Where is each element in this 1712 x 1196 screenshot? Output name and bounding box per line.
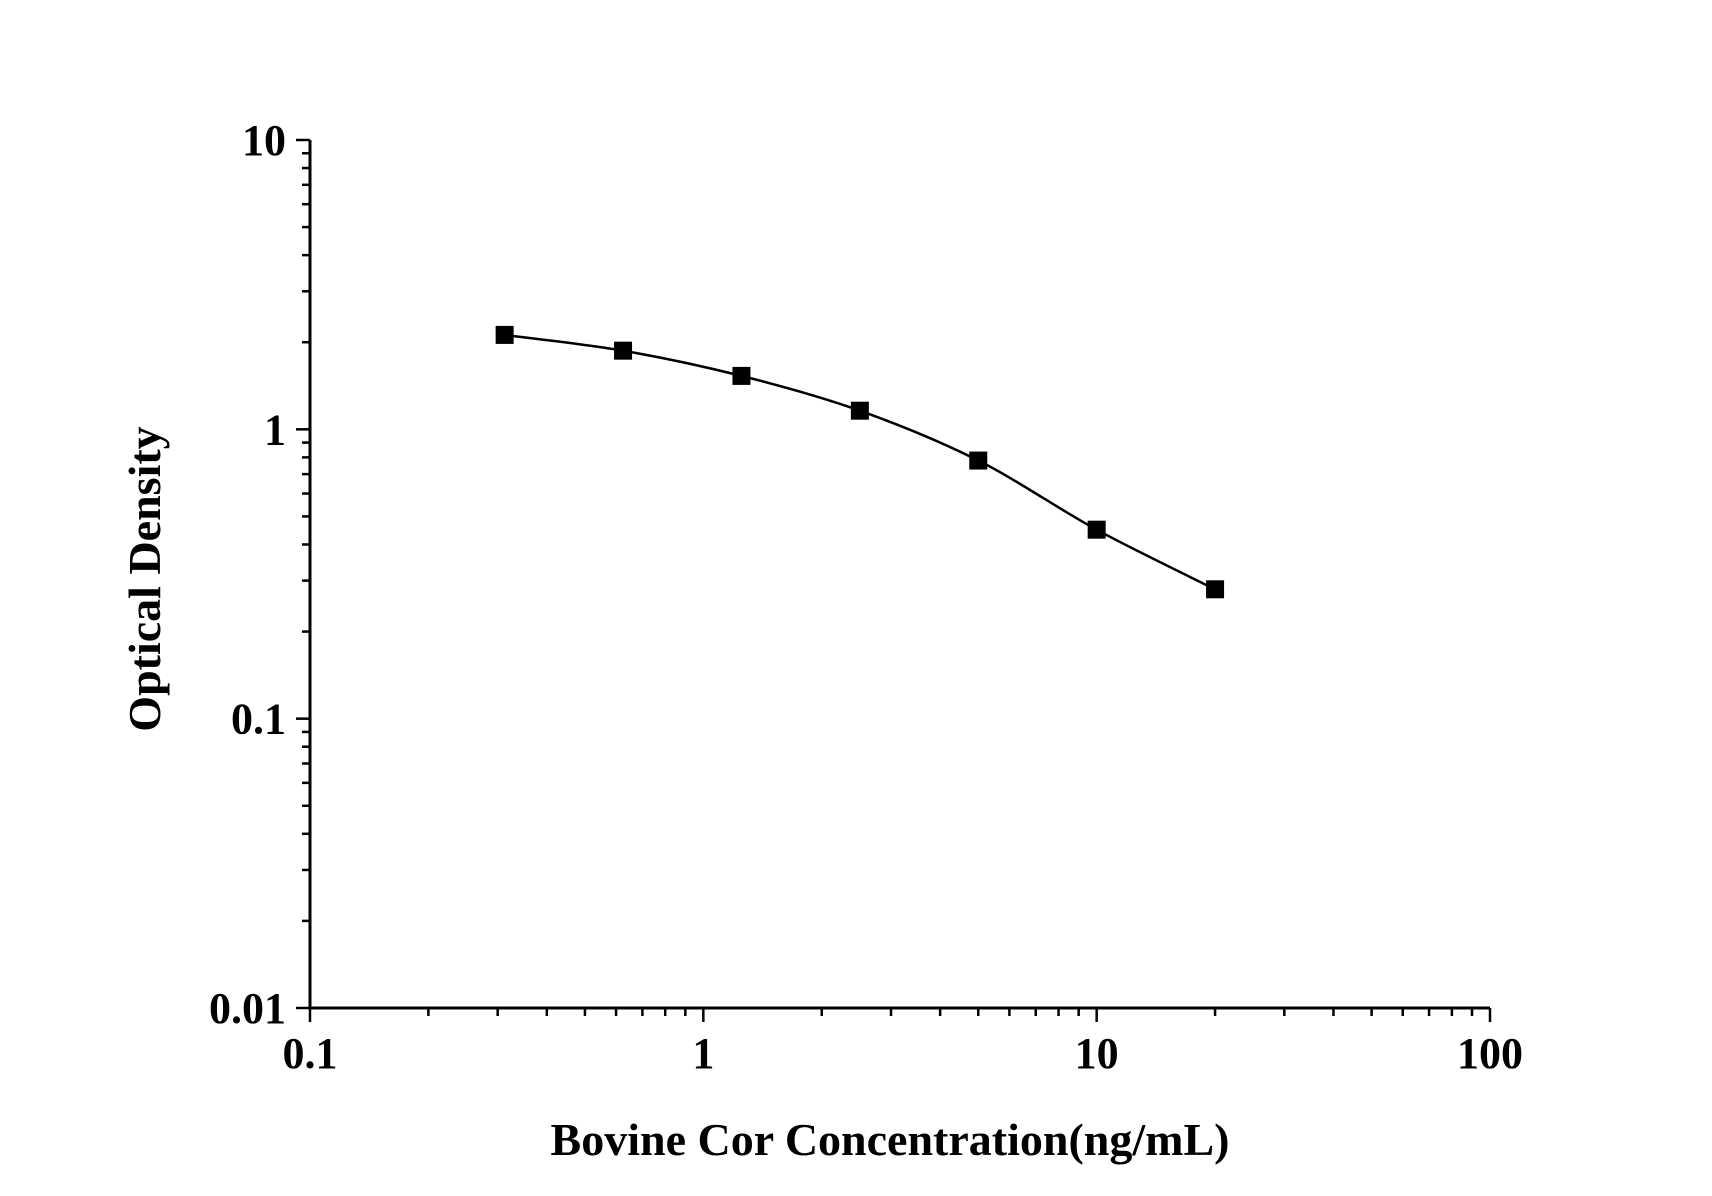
y-axis-tick-labels: 0.01 0.1 1 10 — [209, 116, 286, 1033]
x-axis-ticks — [308, 1008, 1492, 1022]
x-tick-label: 100 — [1457, 1029, 1523, 1078]
x-axis-tick-labels: 0.1 1 10 100 — [283, 1029, 1524, 1078]
data-point-marker — [614, 341, 633, 360]
y-axis-title: Optical Density — [119, 426, 170, 731]
y-tick-label: 1 — [264, 405, 286, 454]
series-group — [495, 325, 1225, 599]
y-tick-label: 0.1 — [231, 695, 286, 744]
x-tick-label: 1 — [692, 1029, 714, 1078]
y-tick-label: 0.01 — [209, 984, 286, 1033]
x-tick-label: 10 — [1075, 1029, 1119, 1078]
y-axis-ticks — [296, 138, 310, 1010]
data-point-marker — [732, 366, 751, 385]
x-axis-title: Bovine Cor Concentration(ng/mL) — [551, 1114, 1230, 1165]
data-point-marker — [1087, 520, 1106, 539]
data-point-marker — [969, 451, 988, 470]
x-tick-label: 0.1 — [283, 1029, 338, 1078]
data-point-marker — [850, 401, 869, 420]
data-point-marker — [1206, 580, 1225, 599]
axes — [308, 140, 1490, 1010]
series-line — [504, 333, 1216, 591]
y-tick-label: 10 — [242, 116, 286, 165]
data-point-marker — [495, 325, 514, 344]
